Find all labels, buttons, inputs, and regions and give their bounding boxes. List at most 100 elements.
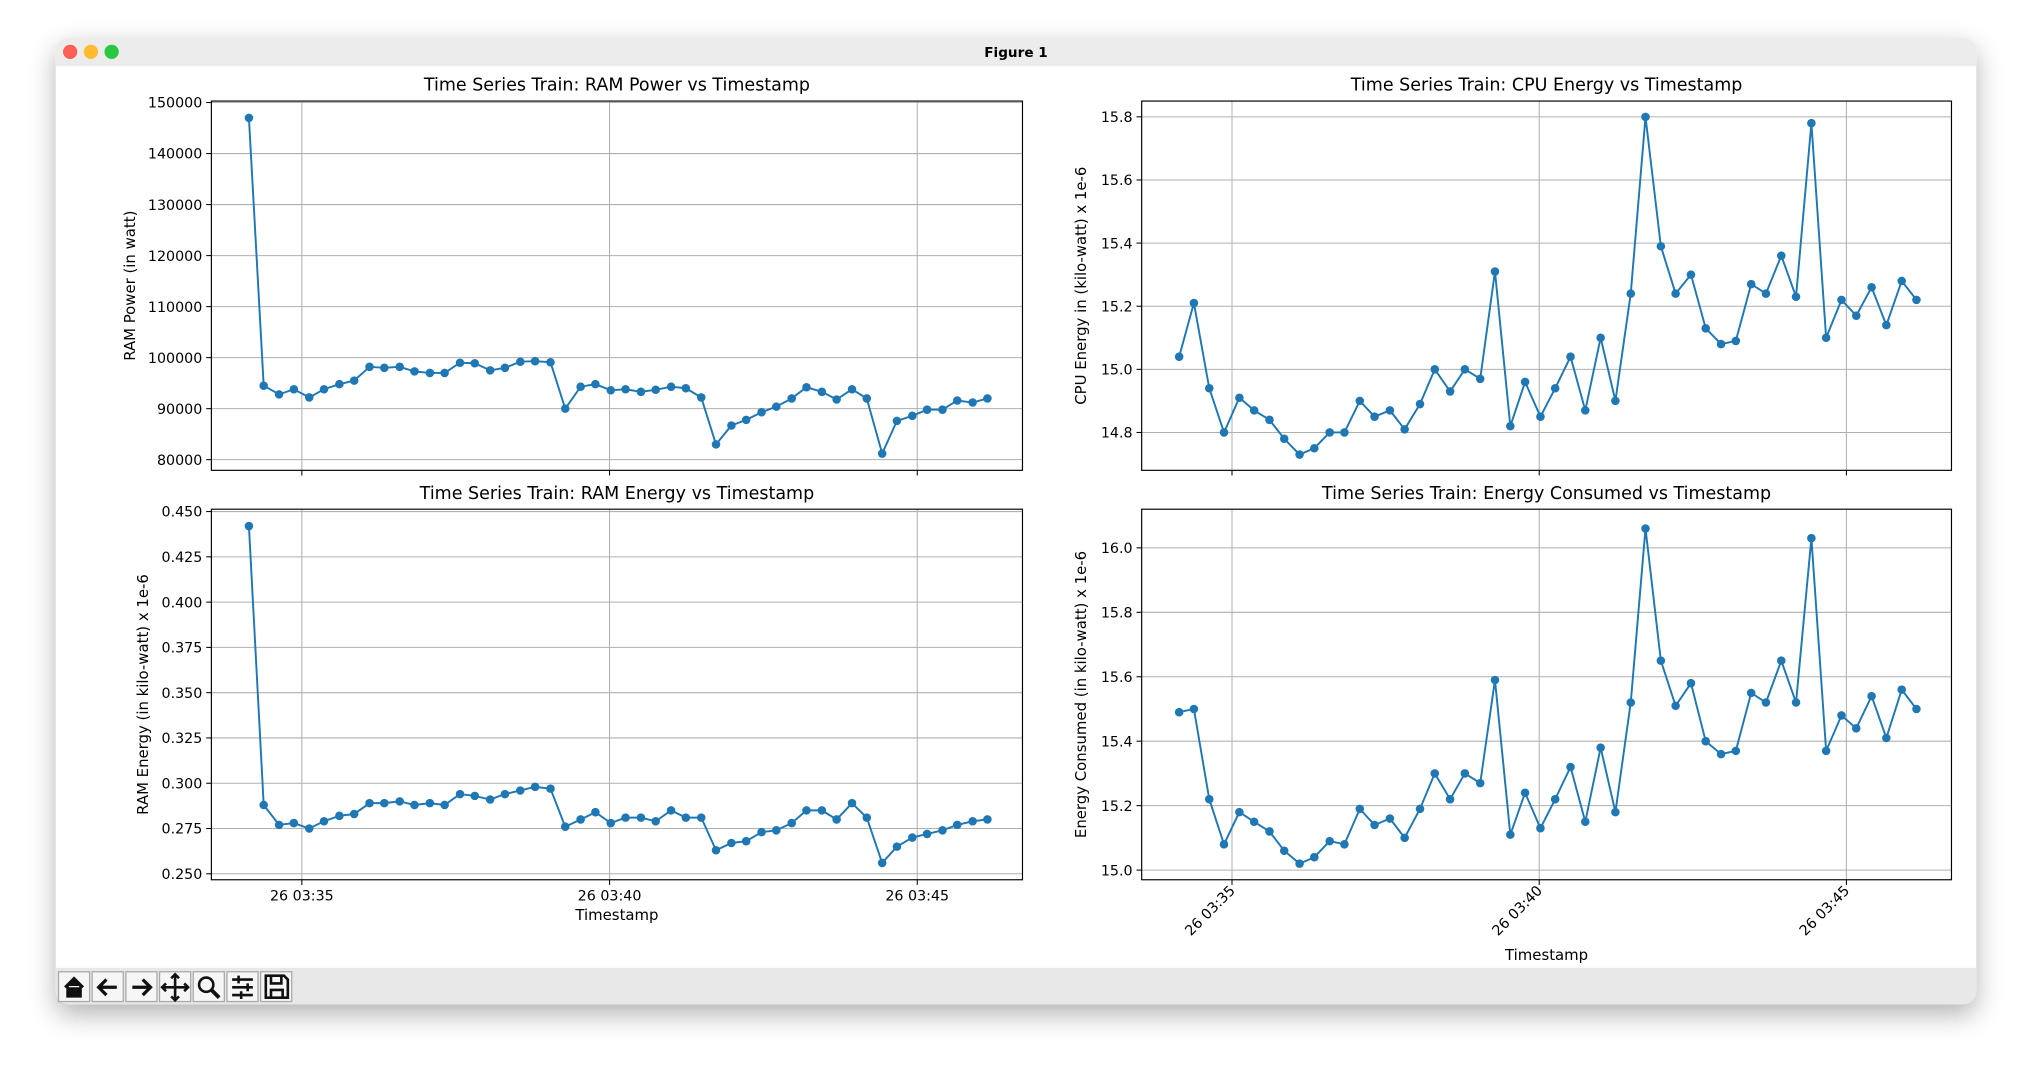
axes-frame <box>1141 508 1953 881</box>
data-point <box>1566 762 1575 772</box>
y-axis-label: RAM Power (in watt) <box>121 211 139 361</box>
data-point <box>1731 746 1741 756</box>
data-point <box>621 813 630 822</box>
data-point <box>952 820 962 830</box>
data-point <box>1656 656 1666 665</box>
back-button[interactable] <box>91 971 124 1003</box>
plot-area <box>1141 509 1952 880</box>
data-point <box>560 822 570 831</box>
data-point <box>832 395 841 404</box>
y-tick-label: 100000 <box>148 351 202 367</box>
x-axis-label: Timestamp <box>574 906 658 924</box>
data-point <box>1807 533 1816 543</box>
plot-area <box>211 101 1023 471</box>
data-point <box>470 358 480 368</box>
data-point <box>651 816 660 826</box>
data-point <box>741 415 751 425</box>
data-point <box>892 842 902 851</box>
data-point <box>1174 352 1184 361</box>
data-point <box>1671 701 1680 711</box>
data-point <box>289 818 299 828</box>
data-point <box>1641 112 1650 122</box>
data-point <box>711 440 721 449</box>
data-point <box>1746 688 1756 698</box>
home-button[interactable] <box>57 971 91 1003</box>
data-point <box>1415 399 1425 409</box>
data-point <box>1506 830 1515 839</box>
close-button[interactable] <box>63 44 78 59</box>
y-tick-label: 15.4 <box>1101 236 1133 252</box>
data-point <box>1174 707 1184 717</box>
data-point <box>576 815 585 824</box>
chart-title: Time Series Train: CPU Energy vs Timesta… <box>1350 76 1743 96</box>
x-axis-label: Timestamp <box>1504 946 1588 964</box>
data-point <box>1882 320 1891 330</box>
data-point <box>952 396 962 405</box>
y-tick-label: 14.8 <box>1101 426 1133 442</box>
configure-button[interactable] <box>226 971 259 1003</box>
data-point <box>440 368 449 378</box>
data-point <box>259 800 268 810</box>
y-axis-label: RAM Energy (in kilo-watt) x 1e-6 <box>134 574 152 815</box>
data-point <box>908 833 917 842</box>
data-point <box>1611 807 1620 817</box>
data-point <box>410 367 419 376</box>
data-point <box>1385 814 1395 823</box>
forward-button[interactable] <box>125 971 158 1003</box>
data-point <box>1912 704 1921 714</box>
data-point <box>1235 393 1244 403</box>
data-point <box>1204 794 1214 804</box>
save-button[interactable] <box>259 971 293 1003</box>
y-tick-label: 15.8 <box>1101 110 1133 126</box>
data-point <box>666 806 676 815</box>
x-tick-label: 26 03:35 <box>270 888 334 904</box>
data-point <box>1325 836 1334 846</box>
y-tick-label: 0.275 <box>162 822 203 838</box>
y-tick-label: 0.450 <box>162 505 203 521</box>
data-point <box>1821 746 1831 756</box>
data-point <box>1821 333 1831 343</box>
y-tick-label: 15.0 <box>1101 863 1133 879</box>
y-tick-label: 0.350 <box>162 686 203 702</box>
data-point <box>908 411 917 421</box>
data-point <box>1520 377 1530 387</box>
pan-button[interactable] <box>158 971 192 1003</box>
data-point <box>968 816 977 826</box>
data-point <box>1219 840 1229 849</box>
data-point <box>1882 733 1891 743</box>
zoom-tool-button[interactable] <box>192 971 225 1003</box>
data-point <box>591 807 600 817</box>
data-point <box>1385 406 1395 415</box>
data-point <box>1460 365 1470 374</box>
data-point <box>681 383 691 393</box>
data-point <box>1716 749 1726 759</box>
data-point <box>922 405 932 414</box>
data-point <box>606 818 616 828</box>
data-point <box>380 363 389 373</box>
data-point <box>1791 292 1801 302</box>
data-point <box>1490 675 1500 685</box>
minimize-button[interactable] <box>83 44 99 59</box>
zoom-button[interactable] <box>104 44 119 59</box>
data-point <box>335 379 344 389</box>
chart-title: Time Series Train: RAM Energy vs Timesta… <box>419 484 815 504</box>
data-point <box>1265 415 1274 425</box>
data-point <box>1837 711 1846 720</box>
data-point <box>1611 396 1620 406</box>
data-point <box>500 363 510 373</box>
data-point <box>1851 311 1861 320</box>
data-point <box>1249 817 1259 827</box>
data-point <box>1912 295 1921 305</box>
data-point <box>500 789 510 799</box>
data-point <box>802 806 811 815</box>
chart-title: Time Series Train: Energy Consumed vs Ti… <box>1321 484 1771 504</box>
data-point <box>425 798 435 808</box>
data-point <box>1701 324 1710 333</box>
data-point <box>741 836 751 846</box>
data-point <box>1295 450 1304 459</box>
data-point <box>802 382 811 392</box>
data-point <box>560 404 570 413</box>
data-point <box>1490 267 1500 276</box>
data-point <box>1897 685 1906 694</box>
y-tick-label: 15.8 <box>1101 605 1133 621</box>
